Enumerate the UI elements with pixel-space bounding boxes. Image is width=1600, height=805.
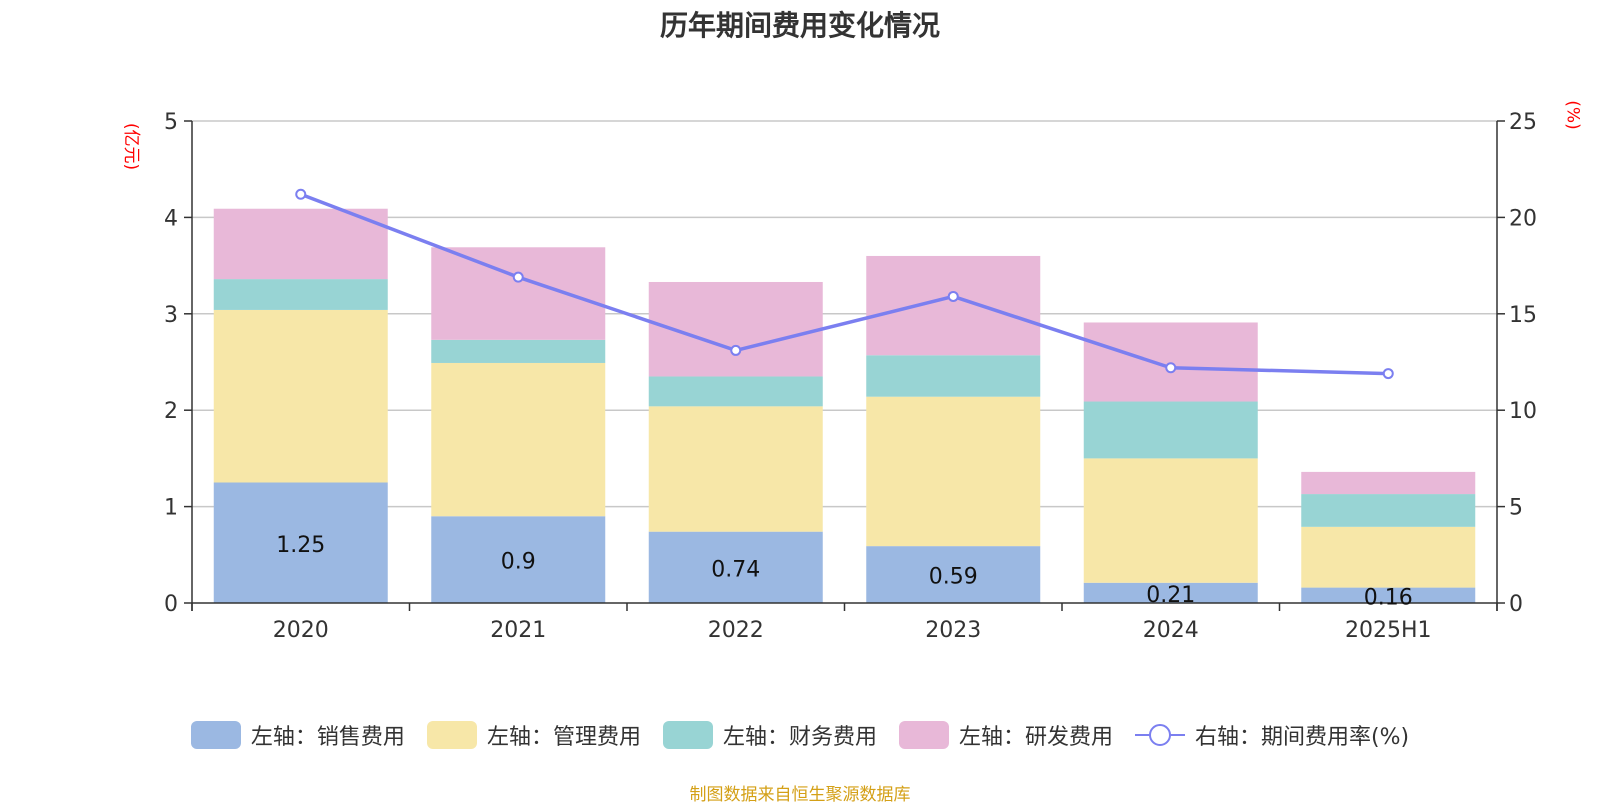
legend-label: 左轴：管理费用 [486, 725, 641, 750]
rate-point [1165, 362, 1177, 374]
legend-label: 左轴：财务费用 [722, 725, 877, 750]
rate-line [295, 188, 1394, 380]
bar-segment [1083, 458, 1258, 583]
bar-data-label: 0.74 [711, 557, 760, 582]
right-axis-tick-label: 10 [1509, 399, 1537, 424]
x-axis-tick-label: 2020 [273, 618, 329, 643]
rate-point [295, 188, 307, 200]
legend-label: 右轴：期间费用率(%) [1194, 725, 1410, 750]
rate-point [947, 290, 959, 302]
data-source-note: 制图数据来自恒生聚源数据库 [689, 785, 911, 805]
x-axis-tick-label: 2022 [708, 618, 764, 643]
legend-line-marker-icon [1134, 724, 1185, 746]
legend-swatch [662, 721, 713, 749]
bar-segment [1083, 582, 1258, 603]
bar-segment [866, 396, 1041, 547]
bar-data-label: 0.21 [1146, 583, 1195, 608]
left-axis-tick-label: 3 [164, 303, 178, 328]
legend-swatch [898, 721, 949, 749]
bar-segment [1301, 494, 1476, 527]
bar-segment [648, 531, 823, 603]
legend-swatch [426, 721, 477, 749]
left-axis-tick-label: 5 [164, 110, 178, 135]
right-axis-tick-label: 15 [1509, 303, 1537, 328]
x-axis-tick-label: 2024 [1143, 618, 1199, 643]
left-axis-tick-label: 2 [164, 399, 178, 424]
bar-segment [648, 376, 823, 407]
legend-label: 左轴：销售费用 [250, 725, 405, 750]
legend-item[interactable]: 左轴：管理费用 [426, 719, 641, 751]
bar-data-label: 0.9 [501, 550, 536, 575]
bar-segment [213, 482, 388, 603]
bar-segment [866, 546, 1041, 603]
bar-segment [431, 247, 606, 340]
left-axis-tick-label: 4 [164, 206, 178, 231]
bar-segment [431, 362, 606, 517]
bar-segment [213, 279, 388, 310]
x-axis-tick-label: 2023 [925, 618, 981, 643]
legend-item[interactable]: 右轴：期间费用率(%) [1134, 719, 1410, 751]
bar-segment [431, 516, 606, 603]
legend-item[interactable]: 左轴：研发费用 [898, 719, 1113, 751]
axes: 0 1 2 3 4 5 0 5 10 15 20 25 2020 2021 2022 2023 2024 2025… [164, 110, 1537, 643]
bar-data-label: 0.59 [929, 565, 978, 590]
left-axis-tick-label: 0 [164, 592, 178, 617]
legend-swatch [190, 721, 241, 749]
x-axis-tick-label: 2021 [490, 618, 546, 643]
bar-segment [866, 255, 1041, 356]
legend-item[interactable]: 左轴：销售费用 [190, 719, 405, 751]
bars [213, 208, 1476, 603]
legend-item[interactable]: 左轴：财务费用 [662, 719, 877, 751]
rate-point [1382, 368, 1394, 380]
right-axis-tick-label: 20 [1509, 206, 1537, 231]
bar-segment [866, 355, 1041, 397]
bar-segment [431, 339, 606, 363]
left-axis-tick-label: 1 [164, 496, 178, 521]
bar-segment [648, 406, 823, 532]
bar-segment [1301, 587, 1476, 603]
bar-segment [1083, 401, 1258, 459]
legend: 左轴：销售费用 左轴：管理费用 左轴：财务费用 左轴：研发费用 右轴：期间费用率(%) [0, 719, 1600, 751]
labels: 1.25 0.9 0.74 0.59 0.21 0.16 [276, 533, 1412, 611]
right-axis-tick-label: 25 [1509, 110, 1537, 135]
bar-segment [213, 208, 388, 280]
bar-segment [213, 309, 388, 483]
bar-segment [1301, 471, 1476, 495]
rate-point [512, 271, 524, 283]
rate-point [730, 344, 742, 356]
rate-line-path [300, 192, 1389, 376]
bar-segment [1301, 526, 1476, 588]
grid-lines [192, 120, 1497, 508]
legend-label: 左轴：研发费用 [958, 725, 1113, 750]
right-axis-tick-label: 5 [1509, 496, 1523, 521]
x-axis-tick-label: 2025H1 [1345, 618, 1432, 643]
chart-title: 历年期间费用变化情况 [659, 9, 940, 42]
bar-data-label: 1.25 [276, 533, 325, 558]
bar-segment [1083, 322, 1258, 402]
right-axis-tick-label: 0 [1509, 592, 1523, 617]
bar-data-label: 0.16 [1364, 585, 1413, 610]
